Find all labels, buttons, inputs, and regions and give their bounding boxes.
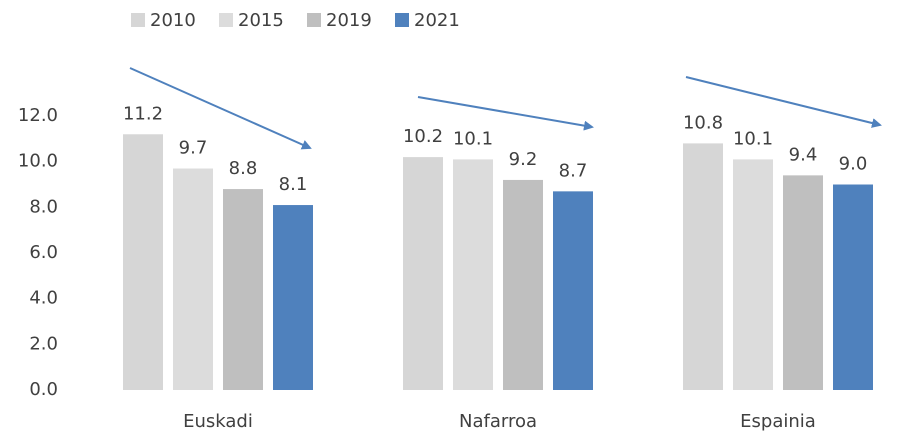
- trend-arrow: [129, 67, 312, 150]
- bar: [833, 184, 873, 390]
- value-label: 8.1: [279, 174, 308, 195]
- x-tick-label: Espainia: [740, 411, 816, 432]
- bar: [683, 143, 723, 390]
- value-label: 9.7: [179, 138, 208, 159]
- trend-arrow: [685, 76, 882, 128]
- y-tick-label: 0.0: [29, 379, 58, 400]
- y-tick-label: 6.0: [29, 242, 58, 263]
- bar: [553, 191, 593, 390]
- bar: [503, 179, 543, 390]
- value-label: 10.1: [453, 128, 493, 149]
- bar: [453, 159, 493, 390]
- value-label: 9.0: [839, 154, 868, 175]
- value-label: 10.2: [403, 126, 443, 147]
- legend-label: 2019: [326, 10, 372, 31]
- x-tick-label: Euskadi: [183, 411, 253, 432]
- bar: [273, 205, 313, 390]
- bar: [733, 159, 773, 390]
- bar: [223, 189, 263, 390]
- y-tick-label: 10.0: [18, 151, 58, 172]
- value-label: 10.1: [733, 128, 773, 149]
- y-tick-label: 8.0: [29, 196, 58, 217]
- y-tick-label: 12.0: [18, 105, 58, 126]
- legend-label: 2015: [238, 10, 284, 31]
- bar: [123, 134, 163, 390]
- trend-arrow: [417, 96, 594, 131]
- value-label: 11.2: [123, 103, 163, 124]
- value-label: 8.8: [229, 158, 258, 179]
- legend-swatch: [219, 13, 233, 27]
- y-tick-label: 4.0: [29, 288, 58, 309]
- legend-swatch: [307, 13, 321, 27]
- value-label: 9.2: [509, 149, 538, 170]
- y-tick-label: 2.0: [29, 333, 58, 354]
- legend-swatch: [395, 13, 409, 27]
- legend-swatch: [131, 13, 145, 27]
- bar: [403, 157, 443, 390]
- bar: [173, 168, 213, 390]
- value-label: 10.8: [683, 112, 723, 133]
- value-label: 9.4: [789, 144, 818, 165]
- legend-label: 2010: [150, 10, 196, 31]
- value-label: 8.7: [559, 160, 588, 181]
- legend-label: 2021: [414, 10, 460, 31]
- x-tick-label: Nafarroa: [459, 411, 537, 432]
- bar: [783, 175, 823, 390]
